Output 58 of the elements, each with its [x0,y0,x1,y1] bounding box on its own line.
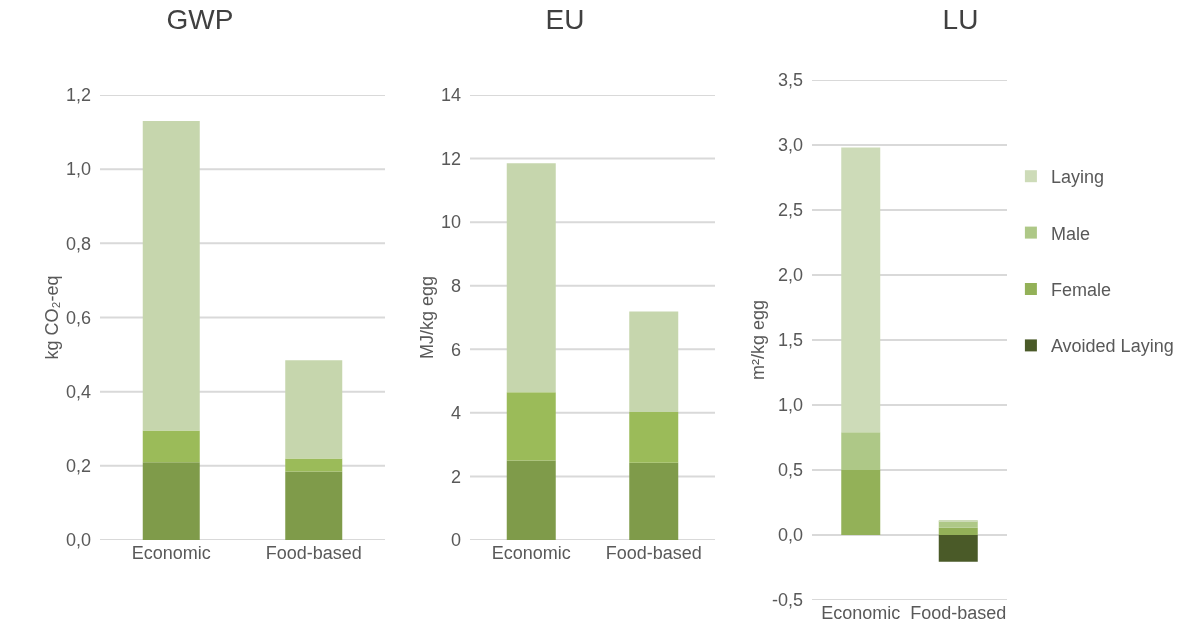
y-axis-title: kg CO₂-eq [42,275,63,360]
x-tick-label: Economic [491,543,571,563]
bar [506,460,556,540]
y-tick-label: 0,5 [777,460,803,481]
x-tick-label: Food-based [605,543,702,563]
legend-label: Female [1050,280,1111,301]
y-tick-label: 12 [440,148,461,169]
y-tick-label: 0 [450,530,461,551]
y-tick-label: 0,0 [65,530,91,551]
y-tick-label: 1,0 [65,159,91,180]
legend-label: Laying [1050,167,1104,188]
y-tick-label: 4 [450,403,461,424]
bar [841,432,881,470]
chart-title: EU [545,3,585,35]
y-tick-label: 0,6 [65,307,91,328]
y-axis-title: MJ/kg egg [417,275,438,360]
y-tick-label: 1,2 [65,85,91,106]
bar [285,471,343,540]
chart-title: GWP [166,3,234,35]
chart-title: LU [942,3,979,35]
bar [285,458,343,472]
bar [506,163,556,393]
y-tick-label: 2 [450,466,461,487]
legend-label: Avoided Laying [1050,336,1174,357]
bar [629,411,679,463]
x-tick-label: Food-based [910,603,1007,620]
y-tick-label: 0,4 [65,381,91,402]
bar [629,311,679,412]
y-tick-label: 14 [440,85,461,106]
y-tick-label: 0,8 [65,233,91,254]
y-tick-label: 2,5 [777,200,803,221]
y-tick-label: 0,0 [777,525,803,546]
bar [142,120,200,431]
bar [841,470,881,535]
bar [938,527,978,535]
x-tick-label: Economic [821,603,901,620]
x-tick-label: Food-based [265,543,362,563]
y-axis-title: m²/kg egg [748,299,769,381]
y-tick-label: 6 [450,339,461,360]
y-tick-label: 3,5 [777,70,803,91]
bar [506,392,556,461]
bar [285,360,343,459]
y-tick-label: -0,5 [771,590,803,611]
y-tick-label: 10 [440,212,461,233]
x-tick-label: Economic [131,543,211,563]
bar [938,521,978,528]
y-tick-label: 1,0 [777,395,803,416]
legend-label: Male [1050,223,1090,244]
y-tick-label: 1,5 [777,330,803,351]
y-tick-label: 8 [450,276,461,297]
bar [142,462,200,540]
y-tick-label: 2,0 [777,265,803,286]
y-tick-label: 3,0 [777,135,803,156]
bar [629,462,679,540]
bar [142,430,200,463]
y-tick-label: 0,2 [65,456,91,477]
bar [841,147,881,433]
bar [938,535,978,562]
